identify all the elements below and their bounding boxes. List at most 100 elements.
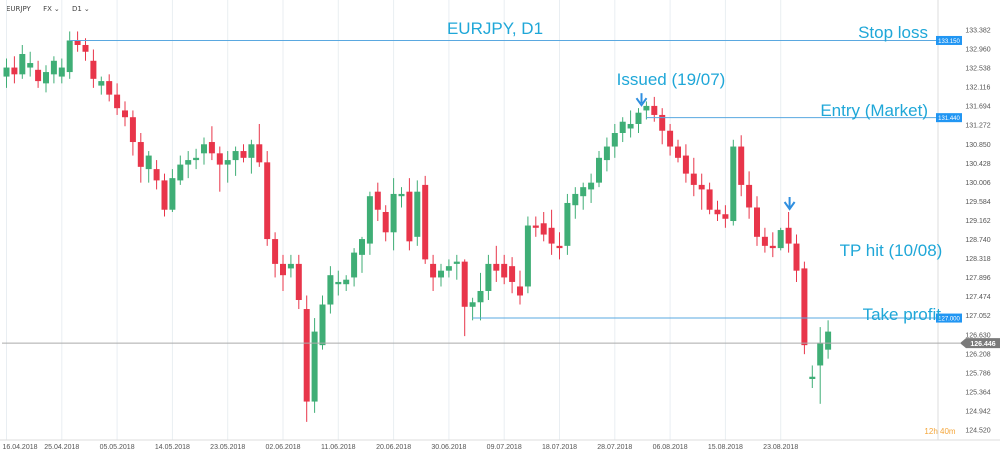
bear-candle xyxy=(240,151,247,158)
y-tick-label: 127.474 xyxy=(965,294,990,301)
bear-candle xyxy=(280,263,286,276)
bear-candle xyxy=(651,105,658,115)
bear-candle xyxy=(667,130,674,147)
bear-candle xyxy=(517,286,523,296)
bear-candle xyxy=(461,261,468,307)
bear-candle xyxy=(769,245,776,249)
bull-candle xyxy=(169,178,176,210)
bear-candle xyxy=(493,263,500,271)
level-tag-value: 127.000 xyxy=(938,317,960,323)
bull-candle xyxy=(335,281,342,285)
bull-candle xyxy=(643,105,650,111)
chevron-down-icon[interactable]: ⌄ xyxy=(83,5,90,13)
bull-candle xyxy=(730,146,737,222)
bull-candle xyxy=(351,252,358,278)
y-tick-label: 132.960 xyxy=(965,47,990,54)
bear-candle xyxy=(430,263,437,278)
bull-candle xyxy=(398,193,405,197)
down-arrow-icon xyxy=(635,93,648,107)
bear-candle xyxy=(122,110,128,118)
bull-candle xyxy=(327,275,334,305)
y-tick-label: 125.364 xyxy=(965,389,990,396)
x-tick-label: 28.07.2018 xyxy=(597,444,632,451)
candles xyxy=(3,31,832,422)
bull-candle xyxy=(145,155,152,170)
symbol-label[interactable]: EURJPY xyxy=(6,5,31,13)
x-tick-label: 23.08.2018 xyxy=(763,444,798,451)
current-price-value: 126.446 xyxy=(970,341,995,348)
bull-candle xyxy=(564,202,571,246)
bear-candle xyxy=(682,155,689,174)
bear-candle xyxy=(35,69,42,82)
bear-candle xyxy=(532,225,539,228)
x-tick-label: 06.08.2018 xyxy=(653,444,688,451)
annotation-label: Take profit xyxy=(863,305,942,324)
bear-candle xyxy=(256,144,263,163)
x-tick-label: 16.04.2018 xyxy=(2,444,37,451)
y-tick-label: 133.382 xyxy=(965,28,990,35)
bear-candle xyxy=(264,162,271,240)
bull-candle xyxy=(619,121,626,134)
bear-candle xyxy=(548,227,555,244)
bull-candle xyxy=(232,151,239,161)
y-tick-label: 131.694 xyxy=(965,104,990,111)
bear-candle xyxy=(406,191,413,242)
bull-candle xyxy=(596,157,602,183)
bull-candle xyxy=(438,270,444,278)
x-tick-label: 30.06.2018 xyxy=(431,444,466,451)
bear-candle xyxy=(501,263,508,278)
y-tick-label: 130.006 xyxy=(965,180,990,187)
y-tick-label: 127.896 xyxy=(965,275,990,282)
price-levels: 126.446 133.150 131.440 127.000 xyxy=(2,35,1000,349)
annotation-label: TP hit (10/08) xyxy=(840,241,943,260)
bull-candle xyxy=(603,146,610,161)
bull-candle xyxy=(287,263,294,269)
chart-toolbar: EURJPY FX ⌄ D1 ⌄ xyxy=(6,5,100,13)
bull-candle xyxy=(524,225,531,287)
x-tick-label: 05.05.2018 xyxy=(100,444,135,451)
bear-candle xyxy=(722,214,729,219)
x-tick-label: 23.05.2018 xyxy=(210,444,245,451)
bear-candle xyxy=(303,309,310,402)
bear-candle xyxy=(690,173,697,185)
annotation-label: Entry (Market) xyxy=(820,101,928,120)
bear-candle xyxy=(374,191,381,210)
bull-candle xyxy=(485,263,492,291)
bear-candle xyxy=(738,146,745,185)
bull-candle xyxy=(445,266,452,271)
bull-candle xyxy=(777,230,784,249)
bull-candle xyxy=(414,191,421,237)
bull-candle xyxy=(43,72,49,84)
annotations: EURJPY, D1 Stop loss Issued (19/07) Entry (… xyxy=(447,19,942,324)
bull-candle xyxy=(185,160,192,165)
bear-candle xyxy=(556,245,563,249)
bear-candle xyxy=(801,268,808,346)
arrow-head xyxy=(635,97,648,107)
bear-candle xyxy=(675,146,681,158)
y-tick-label: 128.740 xyxy=(965,237,990,244)
y-tick-label: 132.538 xyxy=(965,66,990,73)
bull-candle xyxy=(627,123,634,129)
bear-candle xyxy=(509,266,516,282)
y-tick-label: 125.786 xyxy=(965,370,990,377)
chevron-down-icon[interactable]: ⌄ xyxy=(53,5,60,13)
bull-candle xyxy=(343,279,350,285)
bull-candle xyxy=(58,67,65,77)
level-tag-bg xyxy=(936,113,962,123)
bear-candle xyxy=(114,94,121,109)
bear-candle xyxy=(82,44,89,52)
bear-candle xyxy=(129,117,136,143)
timeframe-label[interactable]: D1 xyxy=(72,5,82,13)
y-tick-label: 124.942 xyxy=(965,408,990,415)
bull-candle xyxy=(248,144,255,158)
y-tick-label: 130.850 xyxy=(965,142,990,149)
bull-candle xyxy=(311,331,318,402)
chart-style-label[interactable]: FX xyxy=(43,5,52,13)
bull-candle xyxy=(98,81,105,86)
x-tick-label: 20.06.2018 xyxy=(376,444,411,451)
bear-candle xyxy=(161,180,168,210)
bear-candle xyxy=(106,81,113,95)
bear-candle xyxy=(540,223,547,235)
y-tick-label: 126.208 xyxy=(965,351,990,358)
